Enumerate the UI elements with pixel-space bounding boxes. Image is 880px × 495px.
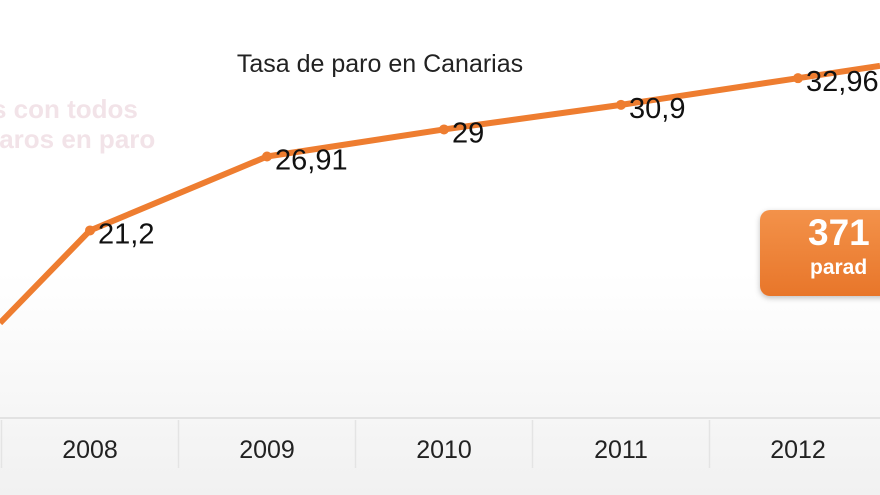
background-text-line-2: iaros en paro bbox=[0, 124, 155, 154]
badge-number: 371 bbox=[808, 212, 870, 253]
x-tick-label: 2011 bbox=[594, 436, 648, 464]
data-label: 21,2 bbox=[98, 218, 154, 250]
chart-title: Tasa de paro en Canarias bbox=[237, 50, 523, 78]
data-point bbox=[793, 73, 803, 84]
data-label: 32,96 bbox=[806, 66, 879, 98]
data-label: 26,91 bbox=[275, 145, 348, 177]
badge-text: parad bbox=[810, 256, 868, 279]
data-labels: 21,2 26,91 29 30,9 32,96 bbox=[98, 66, 879, 250]
background-text-line-1: s con todos bbox=[0, 94, 138, 124]
data-point bbox=[439, 124, 449, 135]
x-tick-label: 2010 bbox=[416, 436, 472, 464]
data-point bbox=[262, 151, 272, 162]
x-tick-label: 2009 bbox=[239, 436, 295, 464]
x-tick-label: 2012 bbox=[770, 436, 826, 464]
x-axis: 2008 2009 2010 2011 2012 bbox=[0, 417, 880, 468]
data-label: 29 bbox=[452, 117, 484, 149]
data-point bbox=[616, 99, 626, 110]
x-tick-label: 2008 bbox=[62, 436, 118, 464]
data-label: 30,9 bbox=[629, 93, 685, 125]
data-point bbox=[85, 225, 95, 236]
series-line bbox=[0, 62, 880, 326]
parados-badge: 371 parad bbox=[760, 210, 880, 296]
